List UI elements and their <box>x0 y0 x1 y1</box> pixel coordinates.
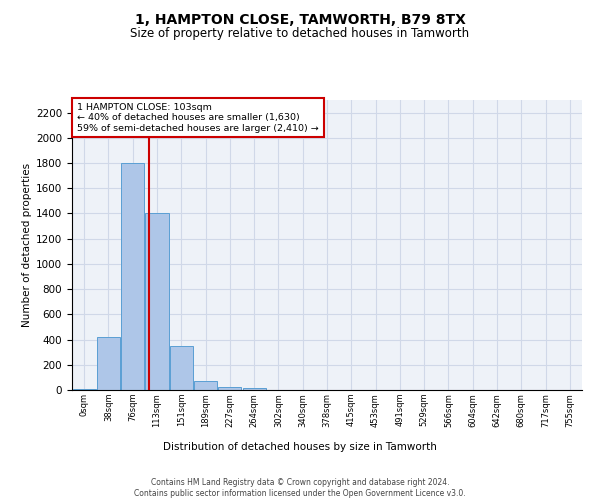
Text: 1 HAMPTON CLOSE: 103sqm
← 40% of detached houses are smaller (1,630)
59% of semi: 1 HAMPTON CLOSE: 103sqm ← 40% of detache… <box>77 103 319 132</box>
Text: Contains HM Land Registry data © Crown copyright and database right 2024.
Contai: Contains HM Land Registry data © Crown c… <box>134 478 466 498</box>
Bar <box>194 380 217 390</box>
Bar <box>97 337 120 390</box>
Bar <box>73 388 95 390</box>
Bar <box>242 388 266 390</box>
Bar <box>145 214 169 390</box>
Bar <box>170 346 193 390</box>
Bar <box>121 163 144 390</box>
Y-axis label: Number of detached properties: Number of detached properties <box>22 163 32 327</box>
Text: 1, HAMPTON CLOSE, TAMWORTH, B79 8TX: 1, HAMPTON CLOSE, TAMWORTH, B79 8TX <box>134 12 466 26</box>
Bar <box>218 387 241 390</box>
Text: Distribution of detached houses by size in Tamworth: Distribution of detached houses by size … <box>163 442 437 452</box>
Text: Size of property relative to detached houses in Tamworth: Size of property relative to detached ho… <box>130 28 470 40</box>
